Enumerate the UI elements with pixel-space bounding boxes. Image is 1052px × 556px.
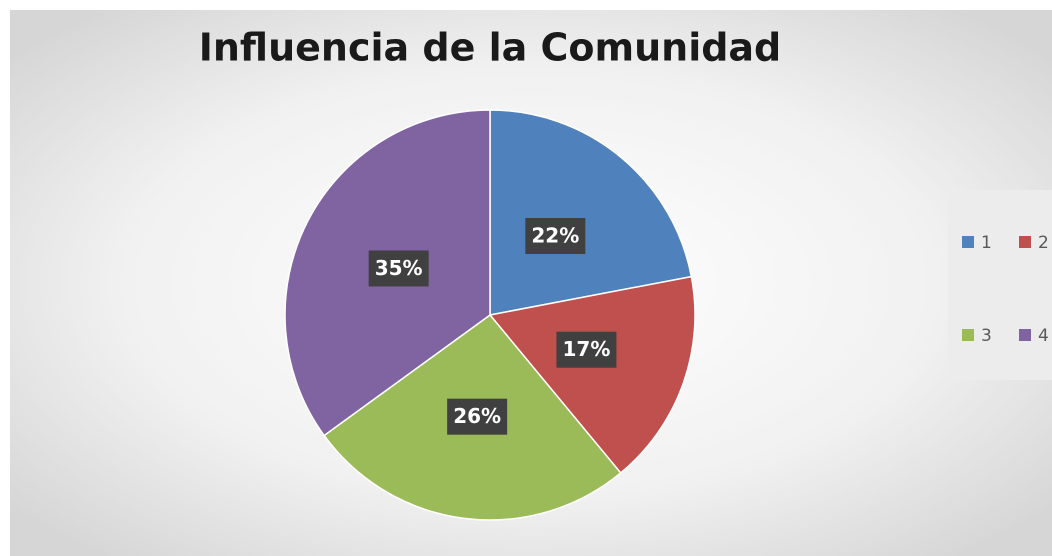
legend-label: 3 <box>981 326 992 346</box>
legend-label: 2 <box>1038 233 1049 253</box>
label-box <box>556 331 617 368</box>
legend-label: 1 <box>981 233 992 253</box>
legend-label: 4 <box>1038 326 1049 346</box>
data-label: 35% <box>375 256 423 280</box>
legend-swatch <box>1019 236 1031 248</box>
data-label: 17% <box>563 337 611 361</box>
legend-swatch <box>1019 329 1031 341</box>
legend-swatch <box>962 329 974 341</box>
label-box <box>368 250 429 287</box>
data-label: 26% <box>453 404 501 428</box>
pie-slice <box>488 275 696 475</box>
legend-box <box>948 190 1052 380</box>
chart-title: Influencia de la Comunidad <box>199 26 782 70</box>
data-label: 22% <box>531 224 579 248</box>
legend-swatch <box>962 236 974 248</box>
pie-slice <box>489 109 693 316</box>
label-box <box>525 218 586 255</box>
label-box <box>447 398 508 435</box>
